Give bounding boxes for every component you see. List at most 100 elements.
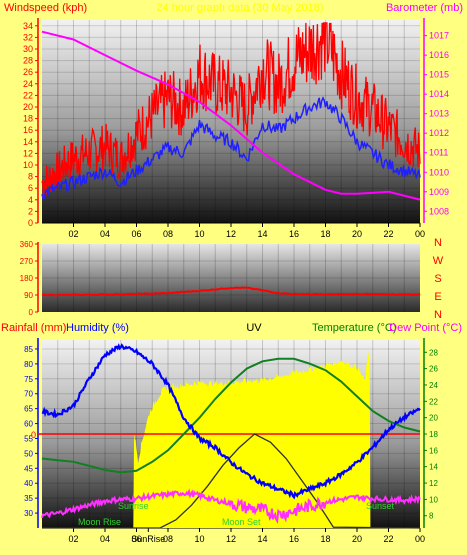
y-tick-label: 32: [23, 32, 33, 42]
y-tick-label: 1010: [429, 167, 449, 177]
x-tick-label: 22: [383, 534, 393, 544]
y-tick-label: 360: [20, 240, 34, 249]
compass-label: S: [434, 273, 441, 285]
y-tick-label: 8: [28, 172, 33, 182]
compass-label: N: [434, 237, 442, 249]
temperature-series-group: [38, 343, 421, 529]
y-tick-label: 65: [24, 405, 33, 414]
y-tick-label: 18: [429, 430, 438, 439]
x-tick-label: 04: [100, 534, 110, 544]
dewpoint-series-line: [41, 488, 421, 525]
x-tick-label: 14: [257, 229, 267, 239]
y-tick-label: 20: [429, 414, 438, 423]
y-tick-label: 30: [24, 509, 33, 518]
direction-degree-axis: 0 90 180 270 360: [20, 240, 39, 317]
y-tick-label: 60: [24, 420, 33, 429]
direction-plot-background: [42, 244, 420, 312]
x-tick-label: 08: [163, 229, 173, 239]
y-tick-label: 35: [24, 494, 33, 503]
rainfall-axis-title: Rainfall (mm): [1, 322, 66, 334]
x-tick-label: 16: [289, 534, 299, 544]
y-tick-label: 18: [23, 114, 33, 124]
x-tick-label: 20: [352, 534, 362, 544]
wind-series-group: [41, 22, 421, 201]
humidity-axis-title: Humidity (%): [66, 322, 129, 334]
humidity-temperature-panel: 30 35 40 45 50 55 60 65 70 75 80 85 8 10 12 14 16 18 20 22…: [24, 338, 438, 544]
average-wind-series-line: [41, 96, 421, 201]
wind-direction-series-group: [41, 286, 421, 297]
x-tick-label: 18: [320, 534, 330, 544]
sunrise-label: Sunrise: [118, 501, 149, 511]
uv-series-line: [42, 433, 421, 529]
y-tick-label: 70: [24, 390, 33, 399]
temperature-axis: 8 10 12 14 16 18 20 22 24 26 28: [423, 338, 438, 528]
y-tick-label: 50: [24, 449, 33, 458]
x-tick-label: 14: [257, 534, 267, 544]
y-tick-label: 34: [23, 21, 33, 31]
x-tick-label: 04: [100, 229, 110, 239]
humidity-axis: 30 35 40 45 50 55 60 65 70 75 80 85: [24, 338, 39, 528]
y-tick-label: 24: [23, 79, 33, 89]
y-tick-label: 45: [24, 464, 33, 473]
y-tick-label: 10: [23, 160, 33, 170]
humidity-series-line: [41, 343, 421, 500]
y-tick-label: 24: [429, 381, 438, 390]
x-tick-label: SunRise: [131, 534, 165, 544]
y-tick-label: 30: [23, 44, 33, 54]
y-tick-label: 85: [24, 345, 33, 354]
windspeed-axis-title: Windspeed (kph): [4, 2, 87, 14]
y-tick-label: 20: [23, 102, 33, 112]
y-tick-label: 4: [28, 195, 33, 205]
y-tick-label: 270: [20, 257, 34, 266]
wind-direction-series-line: [41, 286, 421, 297]
barometer-series-line: [41, 30, 421, 201]
y-tick-label: 10: [429, 495, 438, 504]
y-tick-label: 22: [23, 90, 33, 100]
uv-axis-title: UV: [246, 322, 262, 334]
sunset-label: Sunset: [366, 501, 395, 511]
x-tick-label: 02: [68, 534, 78, 544]
x-tick-label: 02: [68, 229, 78, 239]
moonset-label: Moon Set: [222, 517, 261, 527]
y-tick-label: 55: [24, 434, 33, 443]
x-tick-label: 12: [226, 229, 236, 239]
x-tick-label: 10: [194, 229, 204, 239]
x-tick-label: 10: [194, 534, 204, 544]
y-tick-label: 6: [28, 183, 33, 193]
temperature-axis-title: Temperature (°C): [312, 322, 396, 334]
y-tick-label: 180: [20, 274, 34, 283]
temperature-series-line: [41, 357, 421, 474]
y-tick-label: 1015: [429, 70, 449, 80]
y-tick-label: 26: [23, 67, 33, 77]
compass-label: W: [433, 255, 444, 267]
x-tick-label: 06: [131, 229, 141, 239]
y-tick-label: 1009: [429, 187, 449, 197]
y-tick-label: 90: [24, 291, 33, 300]
x-tick-label: 06: [131, 534, 141, 544]
y-tick-label: 0: [29, 308, 34, 317]
windspeed-series-line: [41, 22, 421, 196]
x-tick-label: 00: [415, 534, 425, 544]
y-tick-label: 12: [23, 148, 33, 158]
y-tick-label: 1017: [429, 31, 449, 41]
compass-label: N: [434, 309, 442, 321]
y-tick-label: 1012: [429, 128, 449, 138]
y-tick-label: 16: [23, 125, 33, 135]
top-time-axis: 02 04 06 08 10 12 14 16 18 20 22 00: [42, 222, 425, 239]
y-tick-label: 40: [24, 479, 33, 488]
x-tick-label: 08: [163, 534, 173, 544]
y-tick-label: 0: [28, 218, 33, 228]
y-tick-label: 75: [24, 375, 33, 384]
moonrise-label: Moon Rise: [78, 517, 121, 527]
y-tick-label: 1016: [429, 50, 449, 60]
barometer-axis: 1008 1009 1010 1011 1012 1013 1014 1015 1016 1017: [423, 18, 449, 223]
y-tick-label: 14: [23, 137, 33, 147]
y-tick-label: 80: [24, 360, 33, 369]
x-tick-label: 18: [320, 229, 330, 239]
rain-zero-label: 0: [31, 430, 36, 440]
y-tick-label: 28: [429, 348, 438, 357]
